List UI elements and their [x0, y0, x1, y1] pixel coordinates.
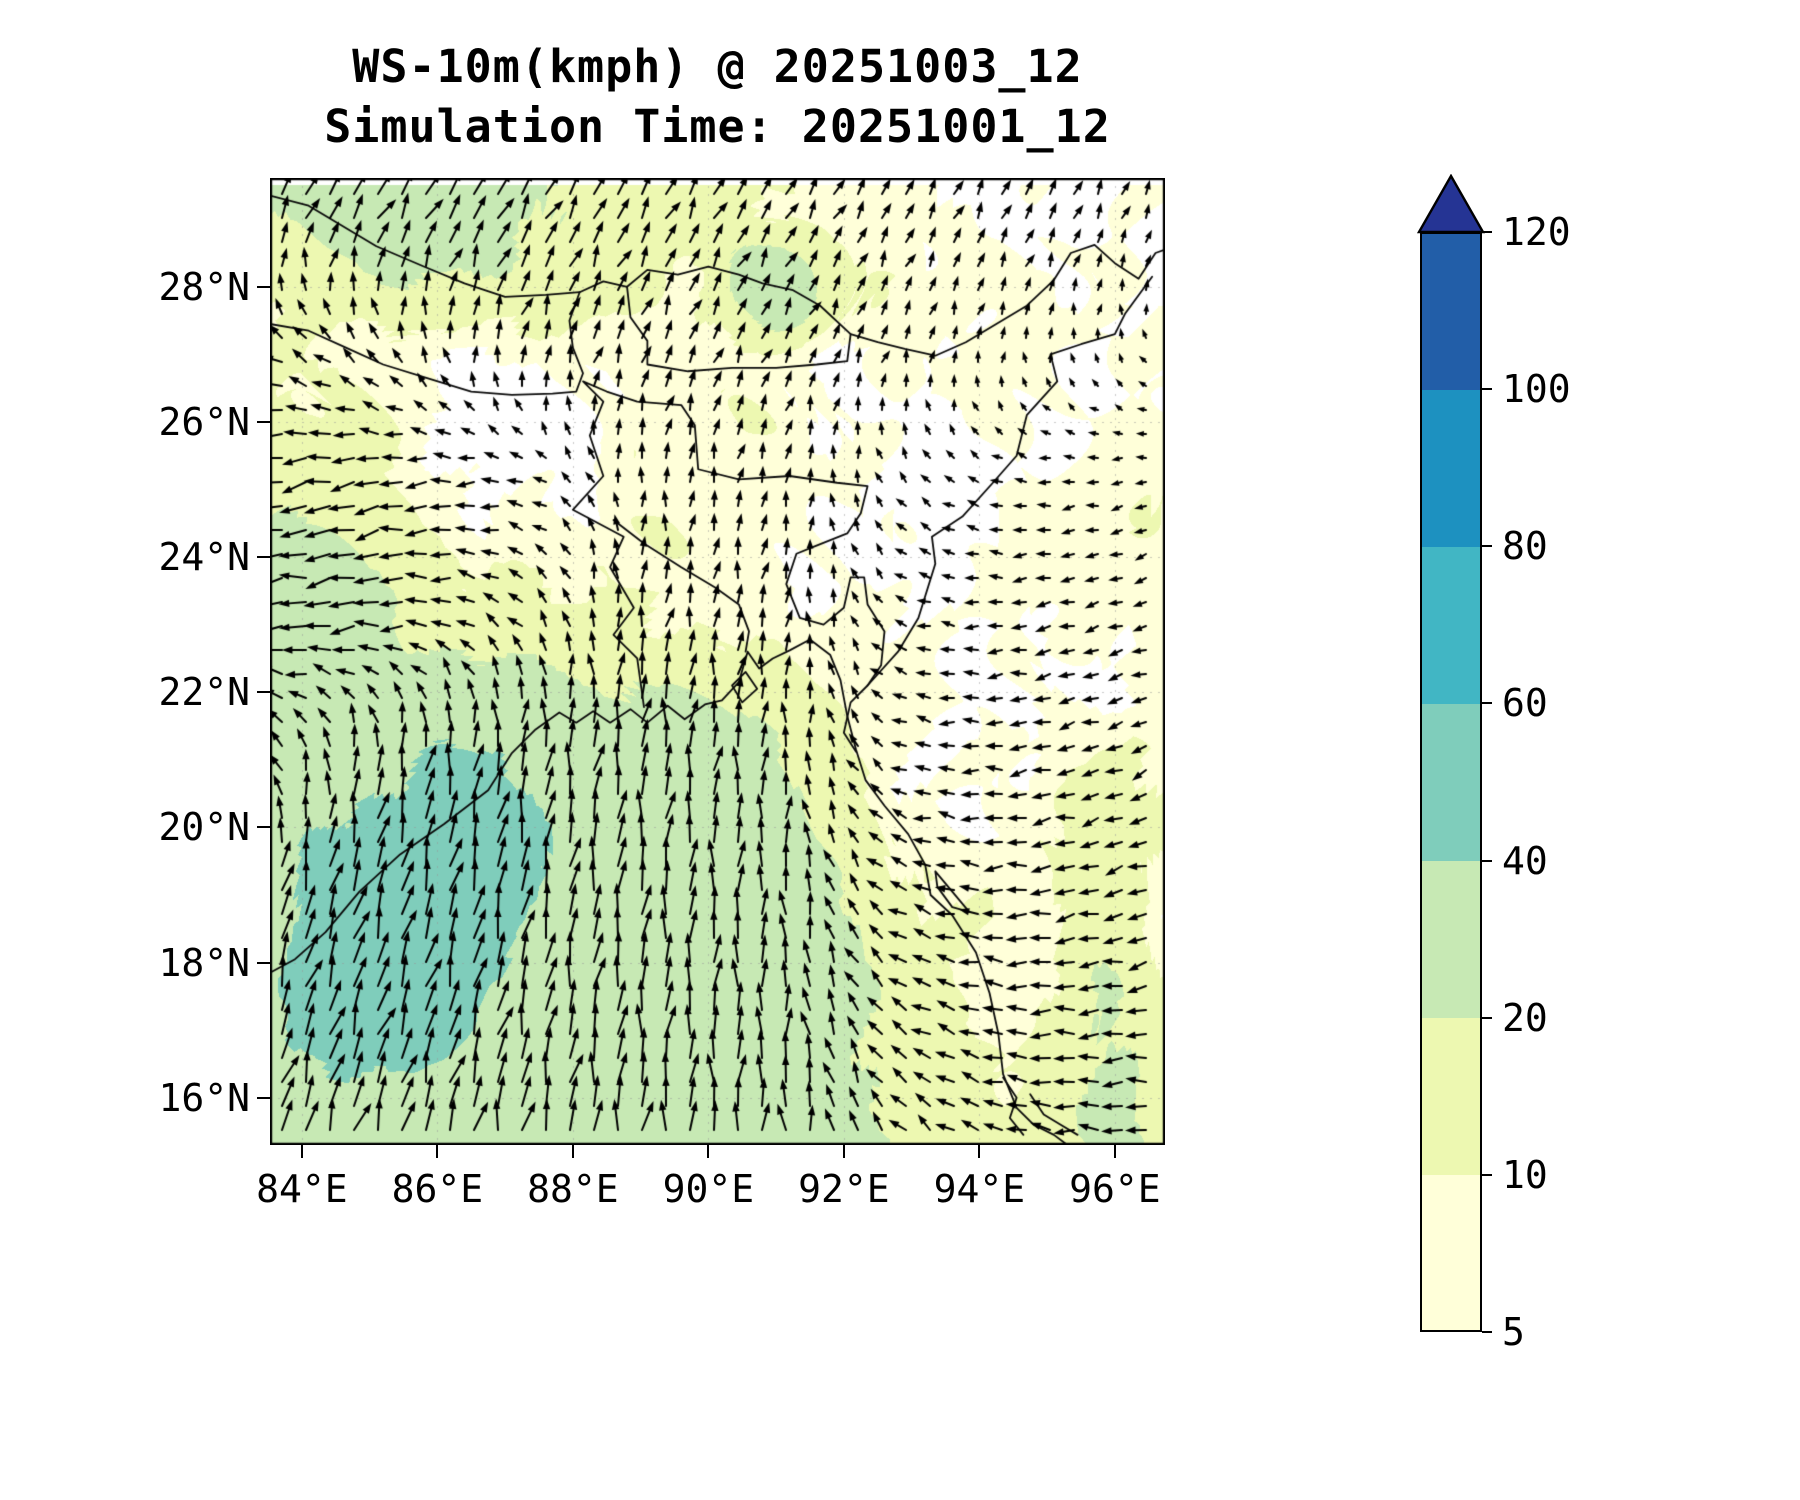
y-axis-tick-label: 22°N: [158, 670, 250, 715]
colorbar-band: [1420, 389, 1482, 547]
y-axis-tick-label: 20°N: [158, 805, 250, 850]
colorbar-tickmark: [1482, 1016, 1492, 1019]
colorbar-tick-label: 120: [1502, 210, 1571, 254]
y-axis-tick-label: 16°N: [158, 1075, 250, 1120]
colorbar-tickmark: [1482, 702, 1492, 705]
y-axis-tickmark: [257, 961, 270, 964]
chart-title: WS-10m(kmph) @ 20251003_12: [352, 40, 1083, 93]
x-axis-tickmark: [1113, 1145, 1116, 1158]
x-axis-tickmark: [978, 1145, 981, 1158]
chart-subtitle: Simulation Time: 20251001_12: [324, 100, 1111, 153]
colorbar-band: [1420, 1174, 1482, 1333]
colorbar-tick-label: 80: [1502, 524, 1548, 569]
colorbar-tickmark: [1482, 1173, 1492, 1176]
x-axis-tick-label: 84°E: [256, 1167, 348, 1211]
y-axis-tickmark: [257, 826, 270, 829]
colorbar-band: [1420, 860, 1482, 1019]
x-axis-tick-label: 86°E: [391, 1167, 484, 1211]
y-axis-tickmark: [257, 556, 270, 559]
colorbar-tickmark: [1482, 545, 1492, 548]
colorbar-band: [1420, 546, 1482, 704]
x-axis-tickmark: [571, 1145, 574, 1158]
colorbar-band: [1420, 232, 1482, 390]
colorbar-outline: [1420, 232, 1482, 1332]
colorbar-band: [1420, 703, 1482, 862]
colorbar-tick-label: 10: [1502, 1152, 1548, 1197]
y-axis-tick-label: 26°N: [158, 399, 250, 444]
colorbar-tickmark: [1482, 859, 1492, 862]
x-axis-tickmark: [707, 1145, 710, 1158]
colorbar-extend-triangle: [1417, 174, 1485, 234]
y-axis-tickmark: [257, 1096, 270, 1099]
x-axis-tick-label: 92°E: [798, 1167, 890, 1211]
colorbar-tickmark: [1482, 231, 1492, 233]
wind-map-canvas: [270, 178, 1165, 1145]
x-axis-tick-label: 94°E: [933, 1167, 1026, 1211]
y-axis-tickmark: [257, 285, 270, 288]
map-plot-area: [270, 178, 1165, 1145]
x-axis-tick-label: 88°E: [527, 1167, 619, 1211]
y-axis-tick-label: 28°N: [158, 264, 250, 309]
colorbar-tick-label: 100: [1502, 367, 1571, 412]
colorbar-tickmark: [1482, 388, 1492, 391]
x-axis-tickmark: [300, 1145, 303, 1158]
colorbar-tick-label: 40: [1502, 838, 1548, 883]
x-axis-tickmark: [842, 1145, 845, 1158]
colorbar-tick-label: 60: [1502, 681, 1548, 726]
colorbar-band: [1420, 1017, 1482, 1176]
x-axis-tickmark: [436, 1145, 439, 1158]
x-axis-tick-label: 96°E: [1069, 1167, 1161, 1211]
x-axis-tick-label: 90°E: [662, 1167, 755, 1211]
y-axis-tickmark: [257, 420, 270, 423]
colorbar-tick-label: 20: [1502, 995, 1548, 1040]
colorbar-tickmark: [1482, 1331, 1492, 1333]
y-axis-tick-label: 18°N: [158, 940, 250, 985]
y-axis-tick-label: 24°N: [158, 535, 250, 580]
colorbar-tick-label: 5: [1502, 1310, 1525, 1354]
y-axis-tickmark: [257, 691, 270, 694]
